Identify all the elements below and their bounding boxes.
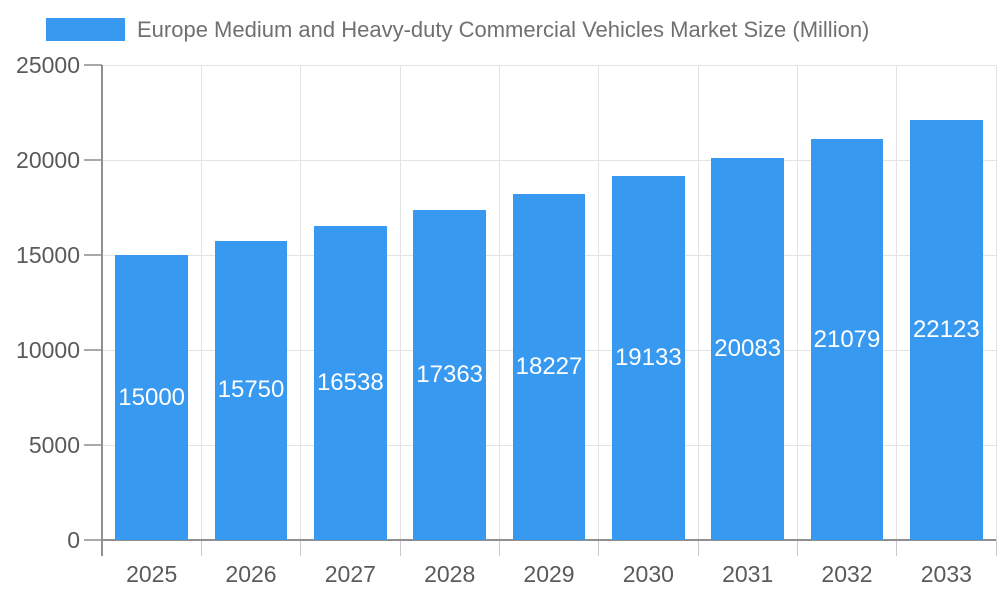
- gridline-vertical: [300, 65, 302, 540]
- bar[interactable]: [413, 210, 486, 540]
- y-axis-tick: [84, 64, 102, 66]
- x-axis-line: [102, 539, 996, 541]
- bar-value-label: 15750: [217, 376, 285, 404]
- gridline-vertical: [995, 65, 997, 540]
- gridline-vertical: [796, 65, 798, 540]
- y-tick-label: 0: [67, 527, 80, 553]
- y-axis-tick: [84, 539, 102, 541]
- gridline-vertical: [896, 65, 898, 540]
- x-axis-tick: [598, 540, 600, 556]
- bar-value-label: 18227: [515, 352, 583, 380]
- x-tick-label: 2028: [424, 561, 476, 587]
- bar-value-label: 21079: [813, 325, 881, 353]
- gridline-vertical: [399, 65, 401, 540]
- y-axis-tick: [84, 159, 102, 161]
- legend: Europe Medium and Heavy-duty Commercial …: [46, 18, 869, 41]
- gridline-horizontal: [102, 159, 996, 161]
- chart-title: Europe Medium and Heavy-duty Commercial …: [137, 17, 870, 42]
- bar[interactable]: [512, 193, 586, 540]
- gridline-horizontal: [102, 64, 996, 66]
- x-tick-label: 2026: [225, 561, 277, 587]
- x-tick-label: 2029: [523, 561, 575, 587]
- bar-value-label: 15000: [118, 383, 186, 411]
- x-axis-tick: [498, 540, 500, 556]
- bar-value-label: 17363: [416, 361, 484, 389]
- bar[interactable]: [214, 240, 288, 540]
- y-axis-line: [101, 65, 103, 556]
- x-tick-label: 2033: [920, 561, 972, 587]
- y-tick-label: 20000: [16, 147, 80, 173]
- y-tick-label: 25000: [16, 52, 80, 78]
- bar[interactable]: [910, 119, 983, 540]
- x-tick-label: 2027: [324, 561, 376, 587]
- x-axis-tick: [697, 540, 699, 556]
- x-axis-tick: [896, 540, 898, 556]
- x-tick-label: 2030: [622, 561, 674, 587]
- x-tick-label: 2025: [126, 561, 178, 587]
- x-axis-tick: [995, 540, 997, 556]
- bar-value-label: 22123: [912, 315, 980, 343]
- y-tick-label: 10000: [16, 337, 80, 363]
- y-axis-tick: [84, 444, 102, 446]
- x-axis-tick: [200, 540, 202, 556]
- x-axis-tick: [300, 540, 302, 556]
- bar-value-label: 20083: [714, 335, 782, 363]
- bar-value-label: 16538: [316, 368, 384, 396]
- bar[interactable]: [810, 139, 884, 540]
- bar[interactable]: [314, 225, 387, 540]
- x-tick-label: 2032: [821, 561, 873, 587]
- bar[interactable]: [115, 255, 188, 540]
- gridline-vertical: [498, 65, 500, 540]
- x-tick-label: 2031: [722, 561, 774, 587]
- bar-value-label: 19133: [614, 344, 682, 372]
- gridline-vertical: [697, 65, 699, 540]
- legend-swatch: [46, 18, 125, 41]
- gridline-vertical: [200, 65, 202, 540]
- y-tick-label: 5000: [28, 432, 80, 458]
- y-axis-tick: [84, 254, 102, 256]
- bar[interactable]: [711, 158, 784, 540]
- gridline-vertical: [598, 65, 600, 540]
- x-axis-tick: [796, 540, 798, 556]
- bar[interactable]: [612, 176, 685, 540]
- y-axis-tick: [84, 349, 102, 351]
- y-tick-label: 15000: [16, 242, 80, 268]
- x-axis-tick: [399, 540, 401, 556]
